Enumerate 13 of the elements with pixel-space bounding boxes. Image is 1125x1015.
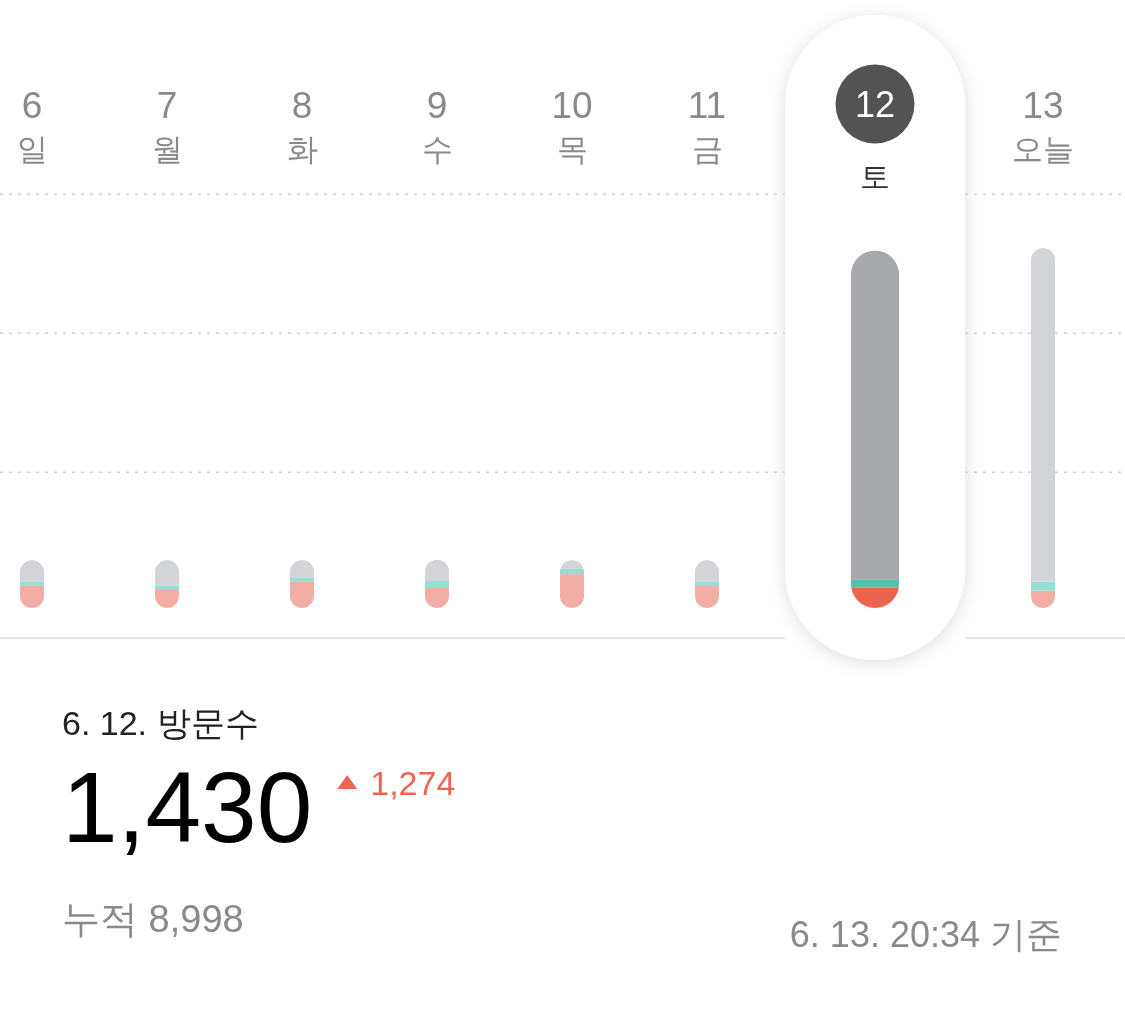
annotation: 누적 8,998	[62, 898, 244, 940]
x-tick-label: 6 일	[16, 85, 48, 167]
x-tick-label: 9 수	[421, 85, 453, 167]
annotation: 1,274	[370, 764, 456, 802]
x-tick-label: 12 토	[854, 84, 896, 193]
x-tick-label: 10 목	[551, 85, 593, 167]
x-tick-label: 11 금	[687, 85, 727, 167]
annotation: 1,430	[62, 751, 313, 863]
x-tick-label: 7 월	[151, 85, 183, 167]
x-tick-label: 8 화	[286, 85, 318, 167]
annotation: 6. 12. 방문수	[62, 704, 259, 742]
x-tick-label: 13 오늘	[1012, 85, 1074, 167]
annotation: 6. 13. 20:34 기준	[789, 914, 1062, 955]
